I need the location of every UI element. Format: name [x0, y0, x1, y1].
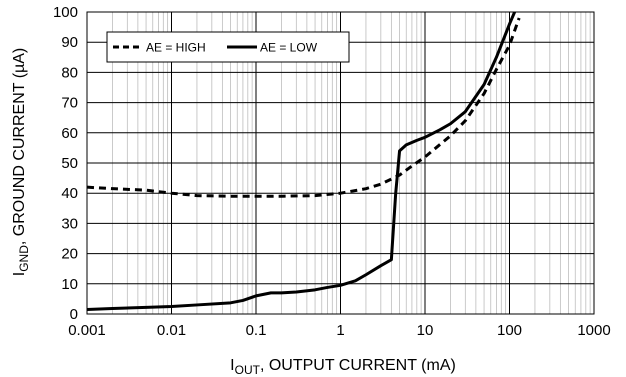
- plot-frame: [86, 11, 595, 315]
- y-tick-label: 10: [61, 276, 78, 293]
- y-axis-title-subscript: GND: [17, 245, 31, 272]
- y-tick-label: 100: [53, 4, 78, 21]
- x-tick-label: 1: [336, 322, 344, 339]
- legend: AE = HIGH AE = LOW: [106, 31, 350, 63]
- x-axis-title-rest: , OUTPUT CURRENT (mA): [260, 357, 456, 374]
- y-tick-label: 60: [61, 125, 78, 142]
- y-axis-title: IGND, GROUND CURRENT (µA): [11, 48, 31, 277]
- x-axis-title: IOUT, OUTPUT CURRENT (mA): [230, 357, 456, 377]
- y-axis-title-rest: , GROUND CURRENT (µA): [11, 48, 28, 245]
- y-tick-label: 80: [61, 64, 78, 81]
- series-line: [87, 17, 521, 198]
- x-tick-label: 0.01: [157, 322, 186, 339]
- y-tick-label: 50: [61, 155, 78, 172]
- x-tick-label: 10: [417, 322, 434, 339]
- x-tick-label: 1000: [577, 322, 610, 339]
- y-tick-label: 90: [61, 34, 78, 51]
- y-tick-label: 40: [61, 185, 78, 202]
- x-tick-label: 0.1: [246, 322, 267, 339]
- y-tick-label: 30: [61, 215, 78, 232]
- y-axis-title-prefix: I: [11, 272, 28, 276]
- series-line: [87, 12, 517, 311]
- x-tick-label: 100: [497, 322, 522, 339]
- legend-box: [106, 31, 350, 63]
- y-tick-label: 70: [61, 95, 78, 112]
- y-tick-label: 20: [61, 246, 78, 263]
- series-layer: [87, 12, 521, 311]
- x-tick-label: 0.001: [68, 322, 106, 339]
- legend-label: AE = HIGH: [146, 41, 206, 55]
- x-tick-labels: 0.001 0.01 0.1 1 10 100 1000: [68, 322, 610, 339]
- legend-label: AE = LOW: [260, 41, 318, 55]
- y-tick-labels: 0 10 20 30 40 50 60 70 80 90 100: [53, 4, 78, 323]
- x-axis-title-subscript: OUT: [235, 363, 261, 377]
- x-axis-title-prefix: I: [230, 357, 234, 374]
- y-tick-label: 0: [70, 306, 78, 323]
